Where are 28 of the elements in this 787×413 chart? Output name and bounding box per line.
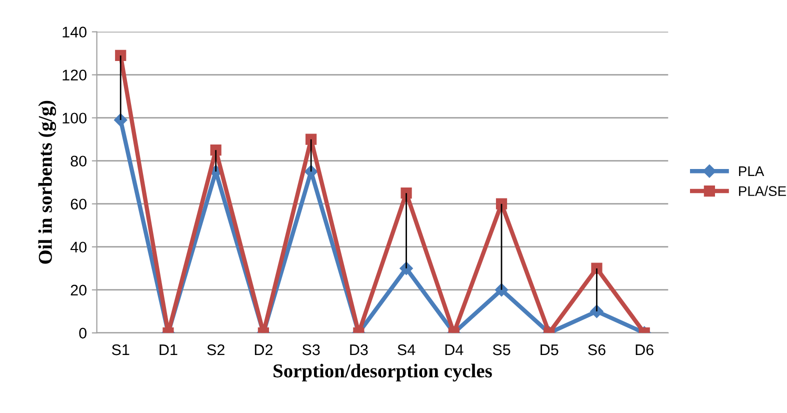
- y-tick-label: 100: [62, 112, 86, 124]
- x-tick-label: D5: [540, 344, 558, 356]
- point: [496, 198, 508, 210]
- y-tick-label: 80: [70, 156, 86, 167]
- point: [400, 188, 412, 199]
- x-tick-label: D1: [160, 344, 178, 356]
- x-tick-label: D6: [636, 344, 654, 356]
- y-axis-title: Oil in sorbents (g/g): [38, 100, 56, 264]
- x-tick-label: S1: [112, 344, 130, 356]
- x-tick-label: S3: [302, 344, 320, 356]
- y-tick-label: 40: [70, 242, 86, 253]
- x-tick-label: D2: [254, 344, 272, 356]
- legend-label: PLA: [739, 166, 764, 176]
- x-tick-label: D3: [350, 344, 368, 356]
- y-tick-label: 20: [70, 284, 86, 296]
- point: [306, 134, 317, 145]
- y-tick-label: 120: [62, 70, 86, 80]
- x-tick-label: S5: [492, 344, 510, 356]
- x-tick-label: S4: [398, 344, 416, 356]
- legend-label: PLA/SE: [739, 186, 786, 196]
- y-tick-label: 140: [62, 26, 86, 38]
- y-tick-label: 0: [79, 328, 86, 339]
- x-axis-title: Sorption/desorption cycles: [274, 364, 492, 382]
- x-tick-label: D4: [445, 344, 464, 356]
- x-tick-label: S2: [207, 344, 224, 356]
- y-tick-label: 60: [70, 198, 86, 210]
- point: [210, 144, 222, 156]
- x-tick-label: S6: [588, 344, 606, 356]
